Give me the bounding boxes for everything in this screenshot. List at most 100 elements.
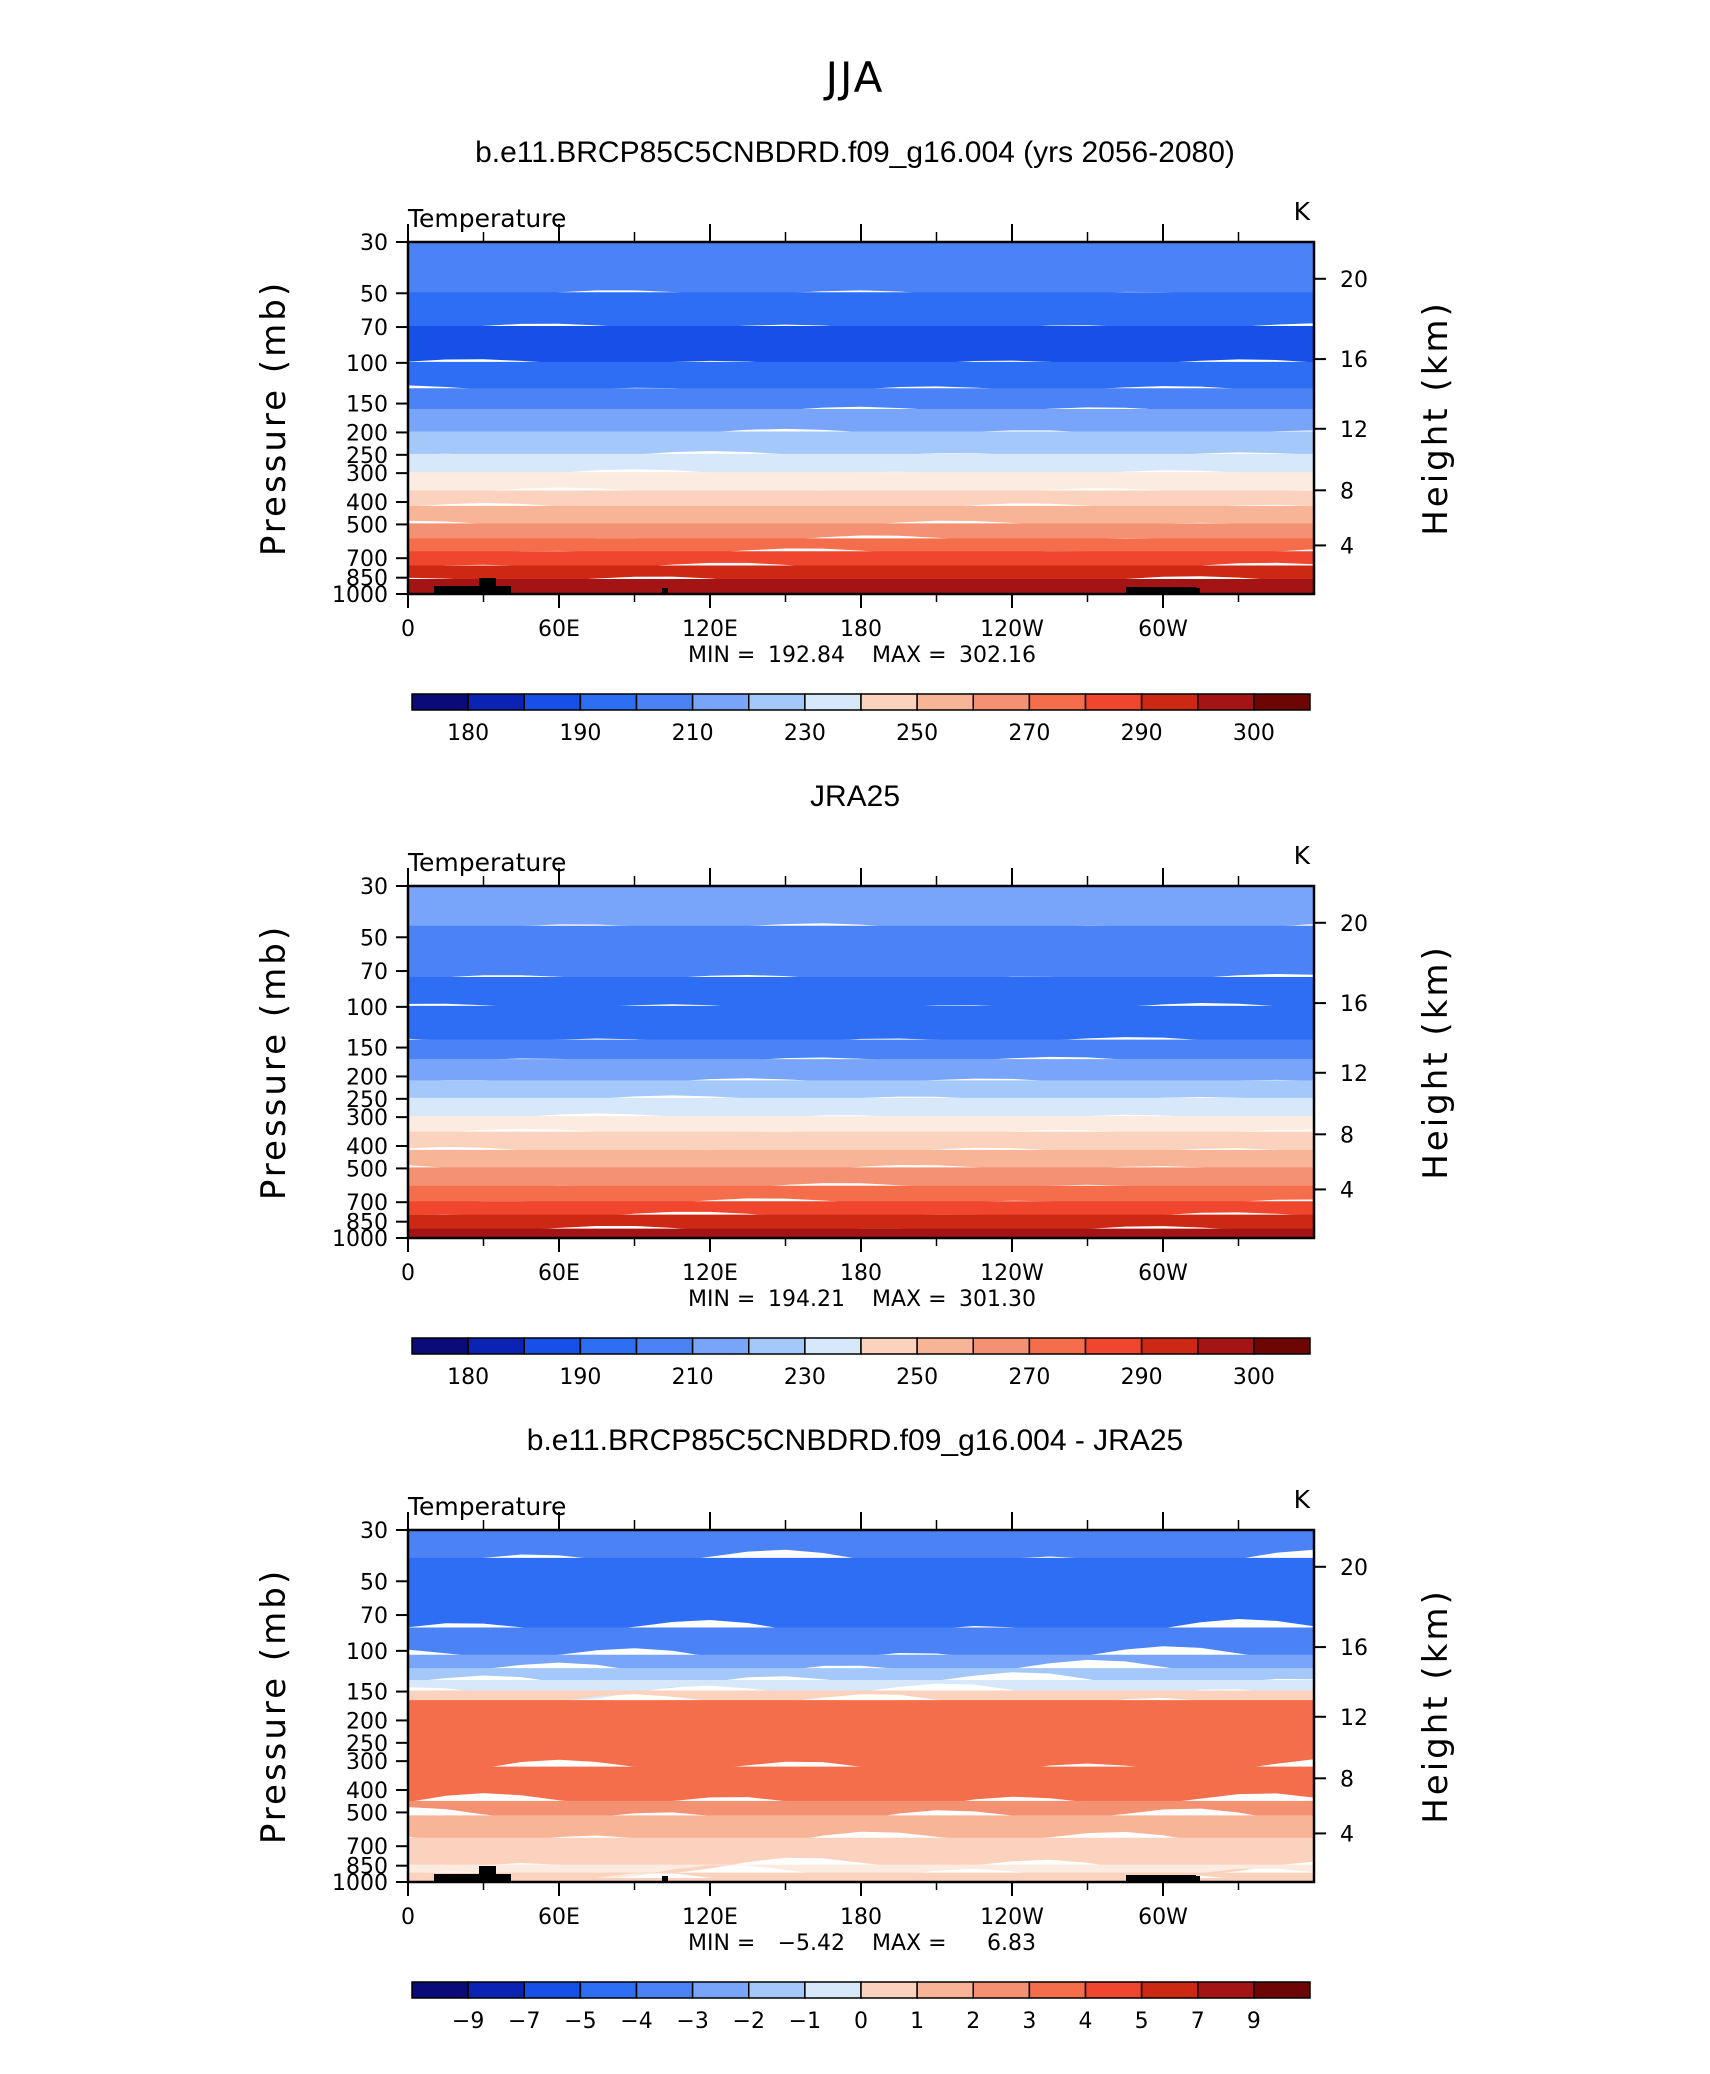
contour-fill — [408, 242, 1314, 594]
colorbar-box — [467, 1337, 525, 1355]
y-tick-label: 200 — [346, 1709, 388, 1734]
colorbar-box — [804, 693, 862, 711]
y-tick-label: 200 — [346, 1065, 388, 1090]
y-tick-label: 150 — [346, 1037, 388, 1062]
y2-tick-label: 8 — [1340, 479, 1354, 504]
y2-tick-label: 20 — [1340, 1556, 1368, 1581]
y-tick-label: 50 — [360, 282, 388, 307]
contour-band — [408, 1005, 1314, 1045]
contour-band — [408, 1766, 1314, 1812]
y-tick-label: 70 — [360, 316, 388, 341]
contour-band — [408, 565, 1314, 584]
y2-tick-label: 12 — [1340, 418, 1368, 443]
colorbar-box — [691, 693, 750, 711]
y2-tick-label: 12 — [1340, 1062, 1368, 1087]
x-tick-label: 120W — [980, 1905, 1044, 1930]
x-tick-label: 60W — [1138, 1905, 1188, 1930]
topography-mask — [662, 1876, 668, 1882]
colorbar-box — [916, 693, 974, 711]
colorbar-box — [1253, 693, 1311, 711]
topography-mask — [662, 588, 668, 594]
y2-tick-label: 20 — [1340, 268, 1368, 293]
contour-band — [408, 1878, 1314, 1882]
y-tick-label: 250 — [346, 1732, 388, 1757]
contour-band — [408, 1167, 1314, 1191]
y2-axis-title: Height (km) — [1416, 944, 1456, 1180]
panel-title: JRA25 — [810, 780, 900, 813]
y-tick-label: 50 — [360, 1570, 388, 1595]
topography-mask — [1126, 1876, 1200, 1882]
colorbar-box — [748, 1981, 806, 1999]
min-label: MIN = — [688, 1931, 755, 1956]
contour-band — [408, 886, 1314, 931]
colorbar-box — [523, 1981, 582, 1999]
colorbar: 180 190 210 230 250 270 290 300 — [411, 693, 1311, 746]
x-tick-label: 60W — [1138, 617, 1188, 642]
topography-mask — [1126, 588, 1200, 594]
colorbar-label: 230 — [784, 1365, 826, 1390]
colorbar-label: 2 — [966, 2009, 980, 2034]
colorbar: −9 −7 −5 −4 −3 −2 −1 0 1 2 3 4 5 7 9 — [411, 1981, 1311, 2034]
x-tick-label: 60W — [1138, 1261, 1188, 1286]
y-tick-label: 500 — [346, 513, 388, 538]
units-label: K — [1294, 1485, 1311, 1514]
units-label: K — [1294, 841, 1311, 870]
colorbar-label: 190 — [559, 1365, 601, 1390]
contour-fill — [408, 1530, 1314, 1882]
y-tick-label: 70 — [360, 1604, 388, 1629]
colorbar-label: 7 — [1191, 2009, 1205, 2034]
contour-band — [408, 505, 1314, 528]
colorbar-box — [1028, 1981, 1087, 1999]
contour-band — [408, 292, 1314, 331]
colorbar-box — [467, 1981, 525, 1999]
contour-band — [408, 490, 1314, 510]
contour-band — [408, 1059, 1314, 1086]
y-tick-label: 500 — [346, 1801, 388, 1826]
y-tick-label: 700 — [346, 1191, 388, 1216]
y-tick-label: 300 — [346, 462, 388, 487]
colorbar-label: −7 — [508, 2009, 540, 2034]
y-tick-label: 30 — [360, 231, 388, 256]
y-tick-label: 150 — [346, 1681, 388, 1706]
chart-panel-3: b.e11.BRCP85C5CNBDRD.f09_g16.004 - JRA25… — [254, 1424, 1456, 2034]
min-value: −5.42 — [778, 1931, 845, 1956]
y-tick-label: 500 — [346, 1157, 388, 1182]
colorbar-box — [860, 1981, 918, 1999]
y2-tick-label: 16 — [1340, 348, 1368, 373]
x-tick-label: 120W — [980, 1261, 1044, 1286]
colorbar-box — [860, 1337, 918, 1355]
colorbar-label: 9 — [1247, 2009, 1261, 2034]
colorbar-box — [972, 1337, 1031, 1355]
x-tick-label: 120E — [682, 1905, 738, 1930]
contour-band — [408, 590, 1314, 594]
contour-band — [408, 925, 1314, 982]
y-tick-label: 400 — [346, 1779, 388, 1804]
y-axis-title: Pressure (mb) — [254, 1568, 294, 1844]
x-tick-label: 180 — [840, 1905, 882, 1930]
max-label: MAX = — [872, 643, 947, 668]
colorbar-label: 250 — [896, 721, 938, 746]
max-value: 301.30 — [959, 1287, 1036, 1312]
contour-band — [408, 242, 1314, 298]
colorbar-box — [1197, 1981, 1255, 1999]
contour-band — [408, 523, 1314, 543]
colorbar-label: −1 — [789, 2009, 821, 2034]
y-tick-label: 400 — [346, 491, 388, 516]
contour-band — [408, 1234, 1314, 1238]
colorbar-label: −5 — [564, 2009, 596, 2034]
contour-band — [408, 1815, 1314, 1848]
y2-tick-label: 4 — [1340, 534, 1354, 559]
colorbar-box — [1028, 1337, 1087, 1355]
variable-label: Temperature — [407, 204, 566, 233]
colorbar-label: −3 — [676, 2009, 708, 2034]
colorbar-label: 290 — [1121, 1365, 1163, 1390]
x-tick-label: 180 — [840, 1261, 882, 1286]
colorbar-box — [1140, 1337, 1199, 1355]
colorbar-label: 3 — [1022, 2009, 1036, 2034]
colorbar-label: 270 — [1008, 1365, 1050, 1390]
y-tick-label: 150 — [346, 393, 388, 418]
colorbar-box — [916, 1337, 974, 1355]
colorbar-box — [860, 693, 918, 711]
colorbar-label: 300 — [1233, 1365, 1275, 1390]
colorbar-box — [635, 693, 694, 711]
